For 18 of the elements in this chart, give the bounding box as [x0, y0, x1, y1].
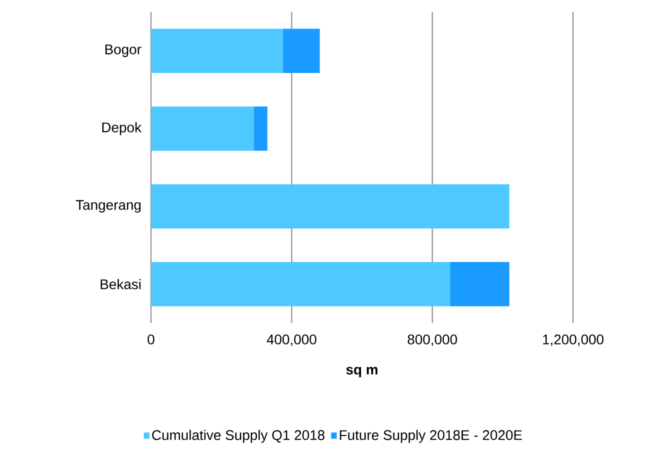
bar — [254, 106, 268, 151]
legend-label: Cumulative Supply Q1 2018 — [152, 430, 324, 443]
y-tick-label: Tangerang — [76, 200, 141, 213]
legend-label: Future Supply 2018E - 2020E — [340, 430, 522, 443]
bar — [450, 262, 510, 306]
x-tick-label: 0 — [148, 334, 154, 344]
bar — [151, 28, 283, 74]
x-axis-title: sq m — [346, 366, 378, 378]
bar — [151, 184, 510, 229]
y-tick-label: Depok — [102, 122, 142, 136]
bar — [151, 262, 450, 306]
bar — [282, 28, 320, 74]
x-tick-label: 800,000 — [408, 334, 457, 346]
y-tick-label: Bekasi — [100, 279, 141, 290]
bar — [151, 106, 254, 151]
y-tick-label: Bogor — [105, 44, 142, 58]
x-tick-label: 400,000 — [266, 334, 316, 346]
x-tick-label: 1,200,000 — [543, 334, 604, 346]
